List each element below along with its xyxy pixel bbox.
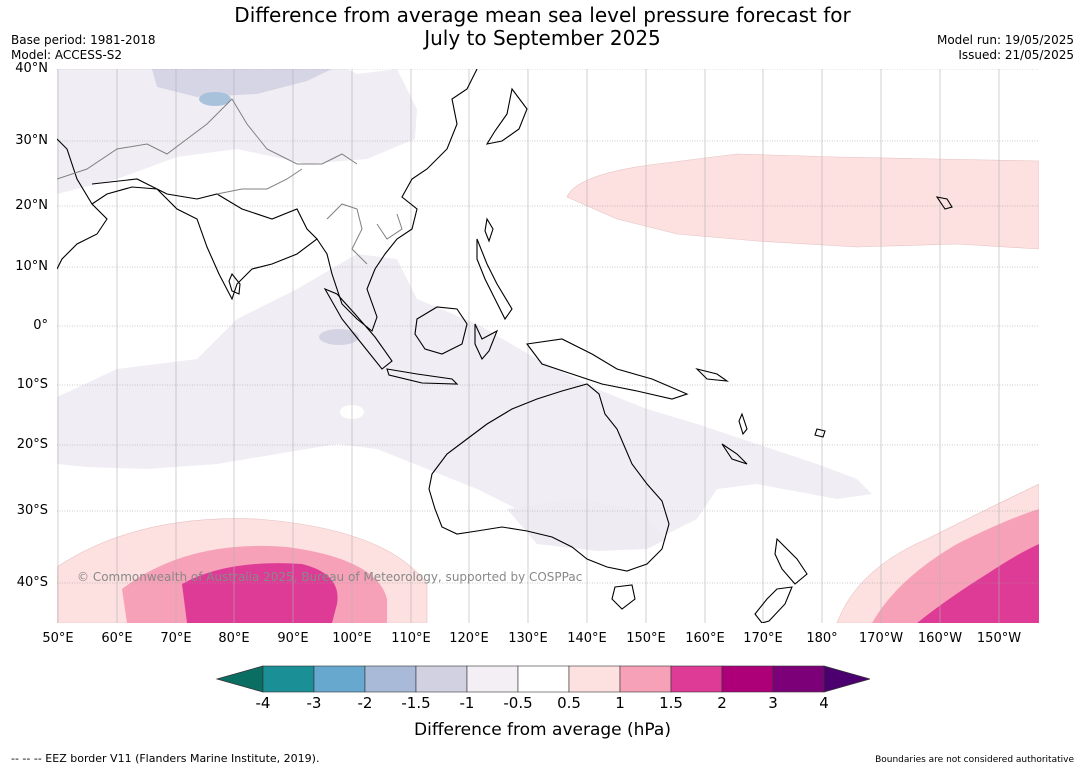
- negative-anomaly-region-top: [152, 69, 332, 97]
- colorbar-label: -4: [255, 694, 271, 712]
- coast-vanuatu: [738, 412, 748, 436]
- colorbar-label: 0.5: [557, 694, 581, 712]
- meta-left: Base period: 1981-2018 Model: ACCESS-S2: [11, 33, 156, 63]
- lat-label-20n: 20°N: [15, 198, 48, 213]
- lon-label-100e: 100°E: [332, 631, 372, 646]
- negative-anomaly-patch-sumatra: [319, 329, 359, 345]
- title-line-1: Difference from average mean sea level p…: [234, 3, 851, 27]
- colorbar-title: Difference from average (hPa): [414, 720, 671, 740]
- colorbar-label: -3: [306, 694, 322, 712]
- coast-hawaii: [935, 196, 953, 210]
- lat-label-10n: 10°N: [15, 259, 48, 274]
- colorbar-label: -1: [459, 694, 475, 712]
- coast-sulawesi: [474, 323, 499, 360]
- colorbar-label: 1.5: [659, 694, 683, 712]
- negative-anomaly-region-indian-ocean: [57, 254, 872, 549]
- colorbar-segment: [364, 665, 417, 693]
- coast-tasmania: [611, 584, 636, 610]
- coast-nz-south: [754, 586, 793, 623]
- colorbar-label: -1.5: [401, 694, 431, 712]
- copyright-notice: © Commonwealth of Australia 2025, Bureau…: [77, 570, 582, 584]
- coast-java: [386, 368, 459, 385]
- issued-date: Issued: 21/05/2025: [958, 48, 1074, 62]
- lon-label-80e: 80°E: [218, 631, 250, 646]
- lon-label-90e: 90°E: [277, 631, 309, 646]
- colorbar-segment: [262, 665, 315, 693]
- lat-label-40n: 40°N: [15, 61, 48, 76]
- lat-label-30s: 30°S: [16, 503, 48, 518]
- coast-solomon: [695, 367, 730, 382]
- lon-label-50e: 50°E: [42, 631, 74, 646]
- lon-label-160w: 160°W: [917, 631, 963, 646]
- coast-borneo: [414, 306, 468, 355]
- colorbar-segment: [517, 665, 570, 693]
- lon-label-160e: 160°E: [685, 631, 725, 646]
- colorbar-segment: [772, 665, 825, 693]
- negative-anomaly-core-north: [199, 92, 231, 106]
- coast-sri-lanka: [228, 272, 241, 295]
- colorbar-label: 1: [615, 694, 625, 712]
- map-title: Difference from average mean sea level p…: [0, 4, 1085, 50]
- colorbar-extend-low: [215, 665, 264, 693]
- coast-arabia: [57, 138, 108, 270]
- colorbar-label: 4: [819, 694, 829, 712]
- colorbar-label: 3: [768, 694, 778, 712]
- lon-label-140e: 140°E: [567, 631, 607, 646]
- lat-label-eq: 0°: [33, 318, 48, 333]
- colorbar-segment: [313, 665, 366, 693]
- colorbar-segment: [568, 665, 621, 693]
- model-name: Model: ACCESS-S2: [11, 48, 123, 62]
- colorbar-segment: [670, 665, 723, 693]
- lat-label-40s: 40°S: [16, 575, 48, 590]
- footer-disclaimer: Boundaries are not considered authoritat…: [875, 755, 1074, 765]
- coast-india: [91, 178, 318, 301]
- colorbar-extend-high: [823, 665, 870, 693]
- colorbar-label: -0.5: [503, 694, 533, 712]
- lon-label-130e: 130°E: [508, 631, 548, 646]
- colorbar-segment: [619, 665, 672, 693]
- footer-eez-note: -- -- -- EEZ border V11 (Flanders Marine…: [11, 752, 320, 765]
- lon-label-60e: 60°E: [101, 631, 133, 646]
- lon-label-170e: 170°E: [743, 631, 783, 646]
- negative-anomaly-region-north: [57, 69, 417, 194]
- positive-anomaly-region-se-2: [917, 544, 1039, 623]
- gridlines: [57, 69, 1039, 584]
- country-borders: [57, 98, 403, 265]
- colorbar: [215, 665, 870, 693]
- lon-label-180: 180°: [806, 631, 838, 646]
- pressure-anomaly-map: © Commonwealth of Australia 2025, Bureau…: [57, 69, 1039, 623]
- coast-australia: [428, 383, 670, 572]
- meta-right: Model run: 19/05/2025 Issued: 21/05/2025: [937, 33, 1074, 63]
- positive-anomaly-region-north-pacific: [566, 153, 1039, 250]
- lon-label-70e: 70°E: [160, 631, 192, 646]
- lon-label-150w: 150°W: [976, 631, 1022, 646]
- model-run: Model run: 19/05/2025: [936, 33, 1074, 47]
- colorbar-label: 2: [717, 694, 727, 712]
- colorbar-segment: [415, 665, 468, 693]
- coastlines: [57, 69, 953, 623]
- lat-label-20s: 20°S: [16, 437, 48, 452]
- meridians: [57, 69, 1000, 623]
- lat-label-10s: 10°S: [16, 377, 48, 392]
- lon-label-120e: 120°E: [449, 631, 489, 646]
- base-period: Base period: 1981-2018: [11, 33, 156, 47]
- coast-se-asia: [316, 69, 478, 332]
- positive-anomaly-region-sw-2: [182, 563, 338, 623]
- lon-label-110e: 110°E: [391, 631, 431, 646]
- colorbar-label: -2: [357, 694, 373, 712]
- lon-label-150e: 150°E: [626, 631, 666, 646]
- colorbar-segment: [721, 665, 774, 693]
- coast-japan: [485, 87, 528, 145]
- colorbar-segment: [466, 665, 519, 693]
- coast-sumatra: [323, 287, 393, 370]
- title-line-2: July to September 2025: [424, 26, 661, 50]
- coast-new-guinea: [526, 338, 689, 400]
- coast-fiji: [814, 428, 826, 438]
- coast-nz-north: [774, 537, 808, 585]
- coast-taiwan: [484, 217, 494, 243]
- lon-label-170w: 170°W: [858, 631, 904, 646]
- lat-label-30n: 30°N: [15, 133, 48, 148]
- coast-philippines: [476, 238, 513, 321]
- coast-new-caledonia: [721, 443, 748, 465]
